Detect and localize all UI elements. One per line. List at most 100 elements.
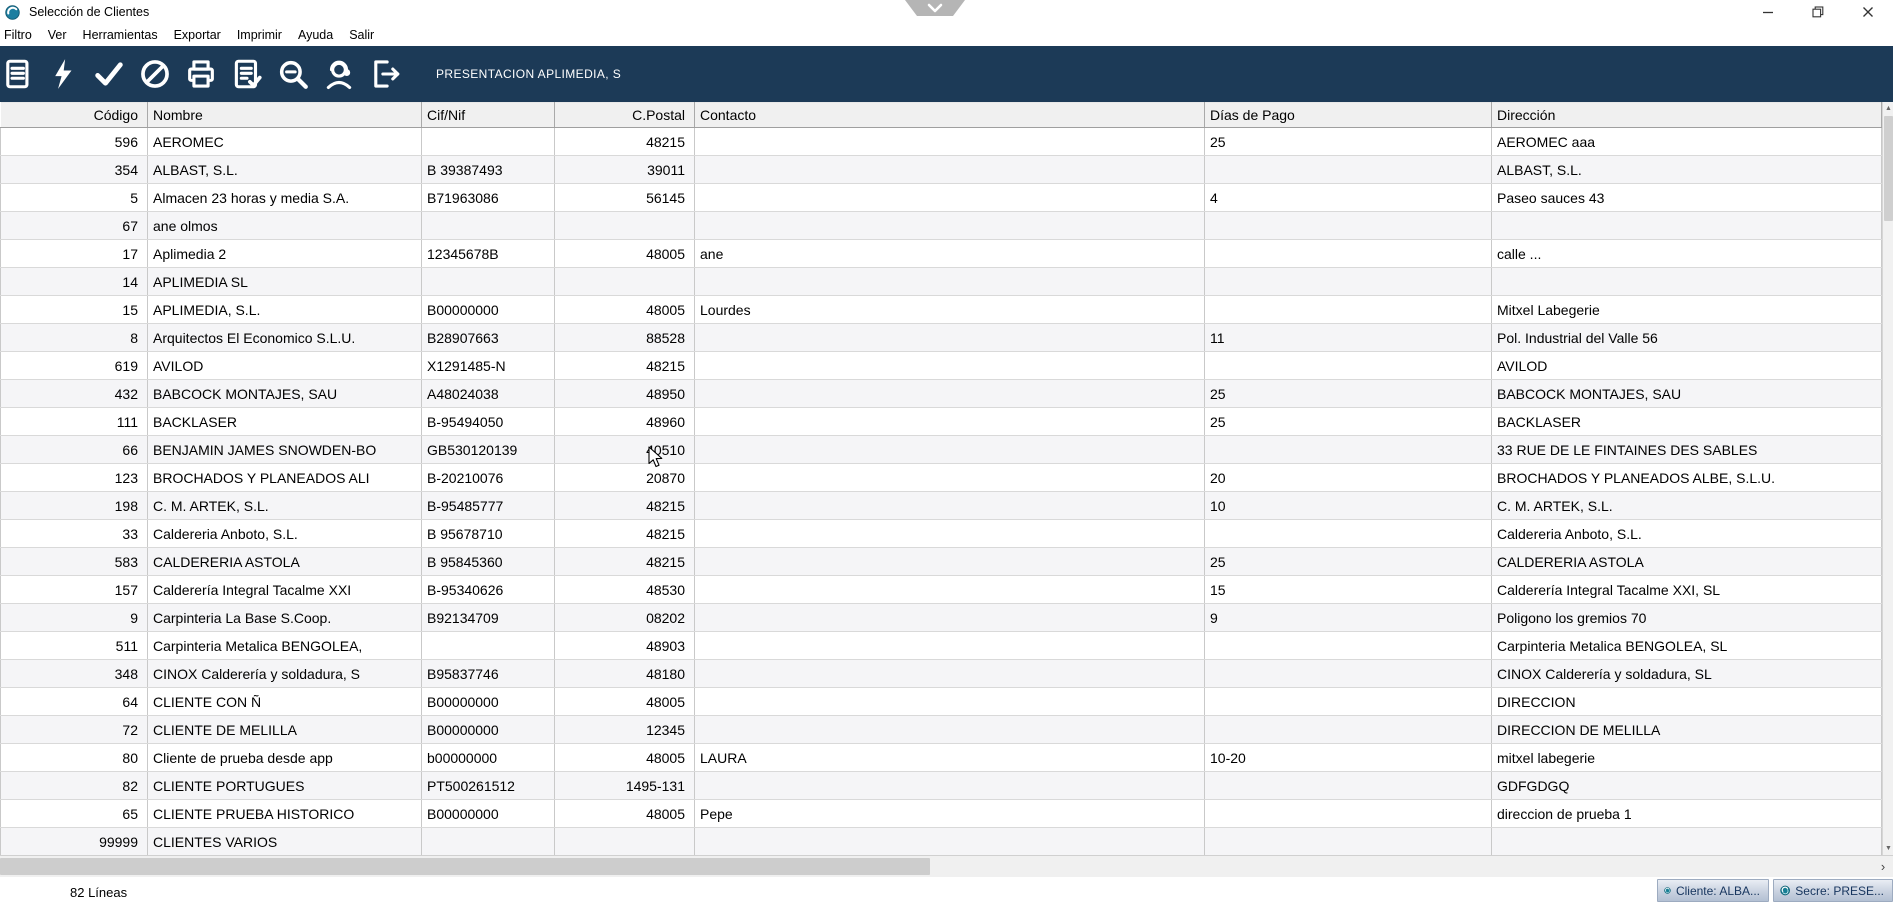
cell-cpostal[interactable]: 48215 [554, 491, 695, 520]
cell-dias[interactable]: 10 [1204, 491, 1492, 520]
cell-codigo[interactable]: 64 [0, 687, 148, 716]
cell-codigo[interactable]: 33 [0, 519, 148, 548]
cell-contacto[interactable]: Lourdes [694, 295, 1205, 324]
cell-direccion[interactable]: BROCHADOS Y PLANEADOS ALBE, S.L.U. [1491, 463, 1882, 492]
cell-codigo[interactable]: 9 [0, 603, 148, 632]
column-header-cpostal[interactable]: C.Postal [554, 102, 695, 128]
cell-nombre[interactable]: CALDERERIA ASTOLA [147, 547, 422, 576]
cell-dias[interactable]: 25 [1204, 379, 1492, 408]
cell-direccion[interactable]: GDFGDGQ [1491, 771, 1882, 800]
cell-direccion[interactable]: Caldereria Anboto, S.L. [1491, 519, 1882, 548]
cell-direccion[interactable] [1491, 267, 1882, 296]
scroll-down-icon[interactable]: ▼ [1885, 845, 1892, 852]
cell-nombre[interactable]: C. M. ARTEK, S.L. [147, 491, 422, 520]
cell-codigo[interactable]: 157 [0, 575, 148, 604]
cell-nombre[interactable]: Calderería Integral Tacalme XXI [147, 575, 422, 604]
cell-contacto[interactable] [694, 547, 1205, 576]
cell-dias[interactable] [1204, 687, 1492, 716]
menu-item-herramientas[interactable]: Herramientas [82, 28, 158, 42]
cell-cif[interactable]: B71963086 [421, 183, 555, 212]
vertical-scroll-thumb[interactable] [1884, 116, 1893, 221]
cell-contacto[interactable] [694, 155, 1205, 184]
cell-nombre[interactable]: ane olmos [147, 211, 422, 240]
cell-contacto[interactable] [694, 519, 1205, 548]
printer-button[interactable] [178, 50, 224, 98]
cell-codigo[interactable]: 596 [0, 127, 148, 156]
cell-dias[interactable]: 4 [1204, 183, 1492, 212]
cell-dias[interactable]: 10-20 [1204, 743, 1492, 772]
column-header-contacto[interactable]: Contacto [694, 102, 1205, 128]
cell-nombre[interactable]: CLIENTES VARIOS [147, 827, 422, 856]
cell-dias[interactable] [1204, 715, 1492, 744]
cell-contacto[interactable]: LAURA [694, 743, 1205, 772]
cell-direccion[interactable] [1491, 827, 1882, 856]
cell-cpostal[interactable]: 48960 [554, 407, 695, 436]
cell-cpostal[interactable]: 40510 [554, 435, 695, 464]
cancel-button[interactable] [132, 50, 178, 98]
cell-dias[interactable] [1204, 155, 1492, 184]
cell-codigo[interactable]: 14 [0, 267, 148, 296]
cell-cif[interactable]: B92134709 [421, 603, 555, 632]
cell-codigo[interactable]: 198 [0, 491, 148, 520]
cell-cif[interactable]: B00000000 [421, 799, 555, 828]
cell-codigo[interactable]: 80 [0, 743, 148, 772]
cell-codigo[interactable]: 111 [0, 407, 148, 436]
cell-nombre[interactable]: Arquitectos El Economico S.L.U. [147, 323, 422, 352]
cell-cpostal[interactable]: 48005 [554, 687, 695, 716]
cell-dias[interactable]: 11 [1204, 323, 1492, 352]
cell-direccion[interactable]: Calderería Integral Tacalme XXI, SL [1491, 575, 1882, 604]
cell-cpostal[interactable]: 48215 [554, 127, 695, 156]
cell-codigo[interactable]: 67 [0, 211, 148, 240]
cell-contacto[interactable] [694, 715, 1205, 744]
close-button[interactable] [1843, 0, 1893, 24]
cell-contacto[interactable] [694, 631, 1205, 660]
column-header-direccion[interactable]: Dirección [1491, 102, 1882, 128]
cell-direccion[interactable]: Poligono los gremios 70 [1491, 603, 1882, 632]
cell-dias[interactable] [1204, 631, 1492, 660]
scroll-right-icon[interactable]: › [1880, 859, 1886, 874]
screenshare-notch[interactable] [905, 0, 965, 16]
cell-dias[interactable] [1204, 211, 1492, 240]
cell-codigo[interactable]: 348 [0, 659, 148, 688]
cell-cif[interactable]: B-95494050 [421, 407, 555, 436]
cell-dias[interactable]: 20 [1204, 463, 1492, 492]
cell-codigo[interactable]: 5 [0, 183, 148, 212]
cell-direccion[interactable]: CALDERERIA ASTOLA [1491, 547, 1882, 576]
cell-codigo[interactable]: 99999 [0, 827, 148, 856]
cell-contacto[interactable] [694, 323, 1205, 352]
cell-codigo[interactable]: 66 [0, 435, 148, 464]
cell-cif[interactable]: B00000000 [421, 715, 555, 744]
cell-cpostal[interactable]: 48215 [554, 351, 695, 380]
column-header-codigo[interactable]: Código [0, 102, 148, 128]
cell-cpostal[interactable]: 48215 [554, 519, 695, 548]
cell-codigo[interactable]: 432 [0, 379, 148, 408]
status-panel-cliente[interactable]: Cliente: ALBA... [1657, 879, 1769, 902]
menu-item-ver[interactable]: Ver [47, 28, 67, 42]
cell-nombre[interactable]: Caldereria Anboto, S.L. [147, 519, 422, 548]
cell-cif[interactable]: B28907663 [421, 323, 555, 352]
table-row[interactable]: 5 Almacen 23 horas y media S.A. B71963086 5… [0, 183, 1882, 212]
cell-cif[interactable]: A48024038 [421, 379, 555, 408]
table-row[interactable]: 15 APLIMEDIA, S.L. B00000000 48005 Lourdes Mi… [0, 295, 1882, 324]
cell-nombre[interactable]: CINOX Calderería y soldadura, S [147, 659, 422, 688]
cell-codigo[interactable]: 15 [0, 295, 148, 324]
table-row[interactable]: 111 BACKLASER B-95494050 48960 25 BACKLASER [0, 407, 1882, 436]
cell-direccion[interactable]: BACKLASER [1491, 407, 1882, 436]
cell-dias[interactable] [1204, 295, 1492, 324]
minimize-button[interactable] [1743, 0, 1793, 24]
table-row[interactable]: 198 C. M. ARTEK, S.L. B-95485777 48215 10 C. … [0, 491, 1882, 520]
cell-contacto[interactable] [694, 771, 1205, 800]
cell-direccion[interactable]: Paseo sauces 43 [1491, 183, 1882, 212]
cell-cpostal[interactable] [554, 267, 695, 296]
cell-cpostal[interactable]: 88528 [554, 323, 695, 352]
cell-nombre[interactable]: CLIENTE PRUEBA HISTORICO [147, 799, 422, 828]
cell-dias[interactable] [1204, 351, 1492, 380]
cell-direccion[interactable]: calle ... [1491, 239, 1882, 268]
table-row[interactable]: 348 CINOX Calderería y soldadura, S B95837… [0, 659, 1882, 688]
cell-dias[interactable]: 15 [1204, 575, 1492, 604]
cell-cif[interactable]: B00000000 [421, 295, 555, 324]
cell-nombre[interactable]: Cliente de prueba desde app [147, 743, 422, 772]
menu-item-ayuda[interactable]: Ayuda [297, 28, 334, 42]
table-row[interactable]: 8 Arquitectos El Economico S.L.U. B2890766… [0, 323, 1882, 352]
cell-direccion[interactable]: 33 RUE DE LE FINTAINES DES SABLES [1491, 435, 1882, 464]
